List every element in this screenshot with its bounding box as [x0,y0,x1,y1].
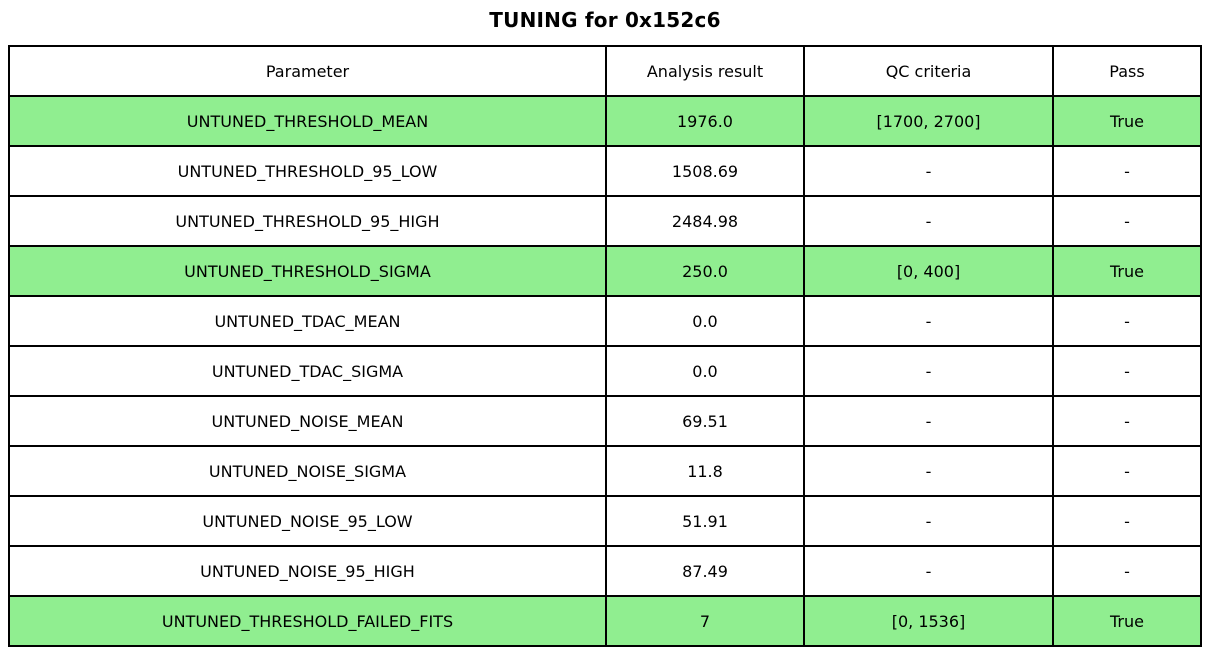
table-row: UNTUNED_NOISE_MEAN 69.51- - [8,395,1202,447]
cell-result: 69.51 [605,395,805,447]
table-body: UNTUNED_THRESHOLD_MEAN 1976.0 [1700, 2700]… [8,95,1202,647]
table-row: UNTUNED_THRESHOLD_FAILED_FITS 7 [0, 1536] T… [8,595,1202,647]
cell-result: 11.8 [605,445,805,497]
table-row: UNTUNED_THRESHOLD_95_LOW 1508.69- - [8,145,1202,197]
cell-result: 0.0 [605,345,805,397]
cell-pass: True [1052,595,1202,647]
table-row: UNTUNED_NOISE_95_LOW 51.91- - [8,495,1202,547]
cell-pass: - [1052,195,1202,247]
table-header-row: Parameter Analysis result QC criteria Pa… [8,45,1202,97]
cell-parameter: UNTUNED_THRESHOLD_95_HIGH [8,195,607,247]
cell-parameter: UNTUNED_NOISE_95_LOW [8,495,607,547]
column-header-qc-criteria: QC criteria [803,45,1054,97]
cell-qc: - [803,295,1054,347]
cell-result: 2484.98 [605,195,805,247]
cell-qc: [0, 400] [803,245,1054,297]
page-title: TUNING for 0x152c6 [489,8,721,32]
cell-parameter: UNTUNED_NOISE_MEAN [8,395,607,447]
cell-result: 1976.0 [605,95,805,147]
table-row: UNTUNED_NOISE_95_HIGH 87.49- - [8,545,1202,597]
cell-qc: - [803,145,1054,197]
cell-pass: True [1052,95,1202,147]
cell-parameter: UNTUNED_NOISE_SIGMA [8,445,607,497]
cell-parameter: UNTUNED_TDAC_MEAN [8,295,607,347]
cell-result: 7 [605,595,805,647]
cell-result: 1508.69 [605,145,805,197]
cell-qc: - [803,395,1054,447]
cell-parameter: UNTUNED_NOISE_95_HIGH [8,545,607,597]
cell-pass: - [1052,495,1202,547]
cell-qc: [1700, 2700] [803,95,1054,147]
cell-parameter: UNTUNED_THRESHOLD_95_LOW [8,145,607,197]
cell-qc: - [803,445,1054,497]
column-header-pass: Pass [1052,45,1202,97]
cell-result: 51.91 [605,495,805,547]
cell-qc: - [803,345,1054,397]
cell-parameter: UNTUNED_TDAC_SIGMA [8,345,607,397]
table-row: UNTUNED_NOISE_SIGMA 11.8- - [8,445,1202,497]
cell-qc: - [803,495,1054,547]
cell-pass: - [1052,295,1202,347]
table-row: UNTUNED_TDAC_SIGMA 0.0- - [8,345,1202,397]
cell-pass: - [1052,145,1202,197]
cell-pass: - [1052,345,1202,397]
cell-pass: - [1052,395,1202,447]
cell-qc: - [803,545,1054,597]
cell-result: 250.0 [605,245,805,297]
cell-result: 87.49 [605,545,805,597]
cell-parameter: UNTUNED_THRESHOLD_SIGMA [8,245,607,297]
cell-qc: [0, 1536] [803,595,1054,647]
cell-pass: True [1052,245,1202,297]
cell-parameter: UNTUNED_THRESHOLD_FAILED_FITS [8,595,607,647]
qc-results-table: Parameter Analysis result QC criteria Pa… [8,45,1202,647]
cell-qc: - [803,195,1054,247]
column-header-parameter: Parameter [8,45,607,97]
cell-pass: - [1052,545,1202,597]
table-header: Parameter Analysis result QC criteria Pa… [8,45,1202,97]
cell-parameter: UNTUNED_THRESHOLD_MEAN [8,95,607,147]
cell-result: 0.0 [605,295,805,347]
table-row: UNTUNED_THRESHOLD_95_HIGH 2484.98- - [8,195,1202,247]
table-row: UNTUNED_THRESHOLD_MEAN 1976.0 [1700, 2700]… [8,95,1202,147]
column-header-analysis-result: Analysis result [605,45,805,97]
table-row: UNTUNED_THRESHOLD_SIGMA 250.0 [0, 400] True [8,245,1202,297]
table-row: UNTUNED_TDAC_MEAN 0.0- - [8,295,1202,347]
cell-pass: - [1052,445,1202,497]
